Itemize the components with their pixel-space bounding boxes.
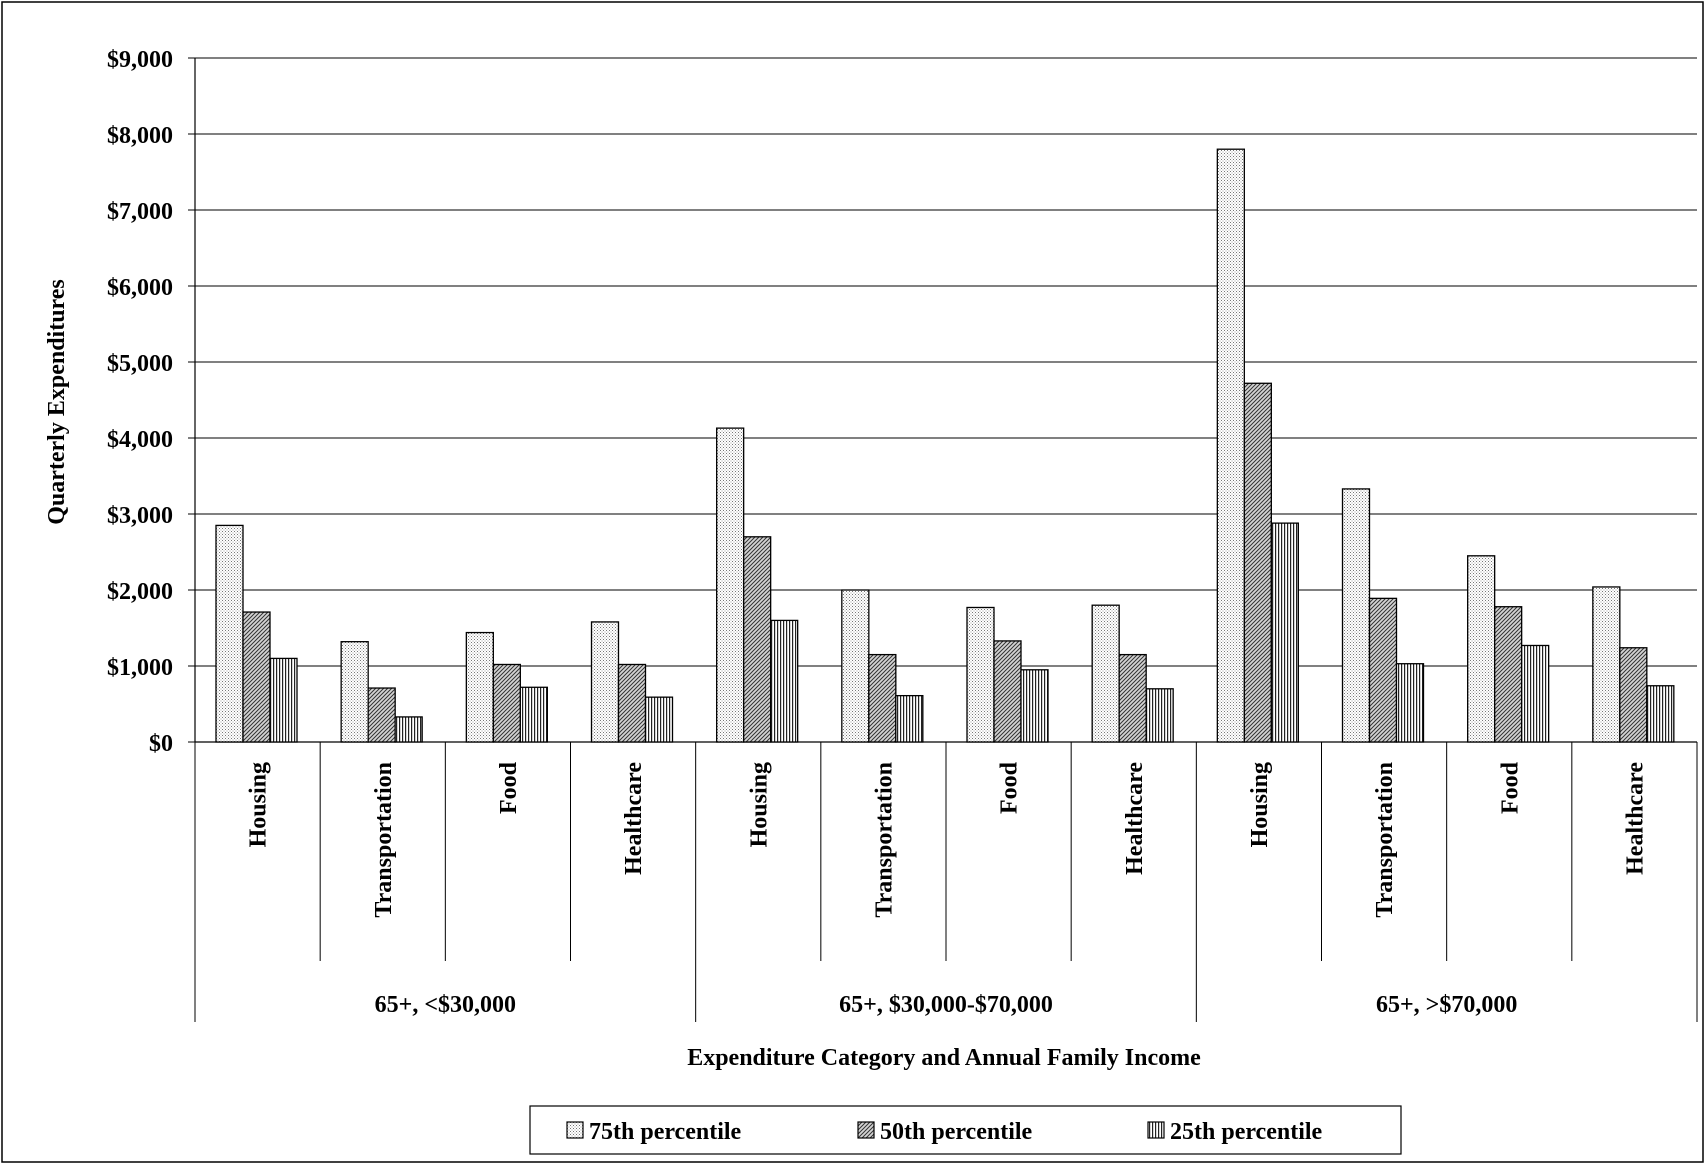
bar-75th-percentile <box>716 427 745 743</box>
bar-75th-percentile <box>1467 555 1496 743</box>
bar-75th-percentile <box>1592 586 1621 743</box>
y-tick-label: $7,000 <box>107 199 173 225</box>
bar-50th-percentile <box>492 663 521 743</box>
x-tick-label: Food <box>496 761 522 814</box>
legend-swatch <box>857 1121 875 1139</box>
x-tick-label: Food <box>1497 761 1523 814</box>
legend-label: 25th percentile <box>1170 1119 1323 1145</box>
bar-50th-percentile <box>1368 597 1398 743</box>
bar-50th-percentile <box>617 663 647 743</box>
bar-25th-percentile <box>1395 663 1425 743</box>
bar-75th-percentile <box>966 606 995 743</box>
bar-75th-percentile <box>340 641 369 743</box>
x-tick-label: Healthcare <box>1622 762 1648 875</box>
x-axis-title: Expenditure Category and Annual Family I… <box>687 1045 1201 1071</box>
y-tick-label: $6,000 <box>107 275 173 301</box>
bar-50th-percentile <box>743 536 772 743</box>
bar-50th-percentile <box>1118 653 1147 743</box>
y-tick-label: $8,000 <box>107 123 173 149</box>
legend-swatch <box>1147 1121 1165 1139</box>
bar-25th-percentile <box>895 694 924 743</box>
x-tick-label: Housing <box>246 762 272 847</box>
bar-25th-percentile <box>1020 669 1049 743</box>
bar-50th-percentile <box>367 687 396 743</box>
bar-75th-percentile <box>841 589 870 743</box>
bar-25th-percentile <box>644 696 674 743</box>
group-label: 65+, <$30,000 <box>375 992 516 1018</box>
y-axis-title: Quarterly Expenditures <box>44 279 70 525</box>
bar-50th-percentile <box>242 611 271 743</box>
bar-25th-percentile <box>1521 644 1550 743</box>
x-tick-label: Transportation <box>1372 762 1398 918</box>
group-label: 65+, >$70,000 <box>1376 992 1517 1018</box>
bar-50th-percentile <box>1494 606 1523 743</box>
bar-75th-percentile <box>215 524 244 743</box>
bar-25th-percentile <box>1270 522 1299 743</box>
group-label: 65+, $30,000-$70,000 <box>839 992 1053 1018</box>
bar-50th-percentile <box>993 640 1022 743</box>
legend-box <box>529 1105 1402 1155</box>
bar-25th-percentile <box>394 716 423 743</box>
bar-25th-percentile <box>519 686 548 743</box>
x-tick-label: Healthcare <box>1122 762 1148 875</box>
x-tick-label: Housing <box>1247 762 1273 847</box>
bar-25th-percentile <box>1145 688 1174 743</box>
x-tick-label: Transportation <box>371 762 397 918</box>
bar-75th-percentile <box>590 621 620 743</box>
plot-area <box>195 58 1697 742</box>
legend-label: 50th percentile <box>880 1119 1033 1145</box>
bar-50th-percentile <box>868 653 897 743</box>
bar-25th-percentile <box>1646 685 1675 743</box>
y-tick-label: $5,000 <box>107 351 173 377</box>
bar-75th-percentile <box>1341 488 1371 743</box>
y-tick-label: $1,000 <box>107 655 173 681</box>
bar-75th-percentile <box>1091 604 1120 743</box>
y-tick-label: $9,000 <box>107 47 173 73</box>
bar-50th-percentile <box>1243 382 1272 743</box>
y-tick-label: $4,000 <box>107 427 173 453</box>
bar-25th-percentile <box>770 619 799 743</box>
bar-25th-percentile <box>269 657 298 743</box>
legend-swatch <box>566 1121 584 1139</box>
legend: 75th percentile 50th percentile 25th perce… <box>529 1105 1402 1155</box>
x-tick-label: Transportation <box>871 762 897 918</box>
y-tick-label: $3,000 <box>107 503 173 529</box>
bar-50th-percentile <box>1619 647 1648 743</box>
x-tick-label: Housing <box>746 762 772 847</box>
legend-label: 75th percentile <box>589 1119 742 1145</box>
bar-75th-percentile <box>1216 148 1245 743</box>
y-tick-label: $2,000 <box>107 579 173 605</box>
x-tick-label: Healthcare <box>621 762 647 875</box>
y-tick-label: $0 <box>149 731 173 757</box>
x-tick-label: Food <box>997 761 1023 814</box>
bar-75th-percentile <box>465 631 494 743</box>
